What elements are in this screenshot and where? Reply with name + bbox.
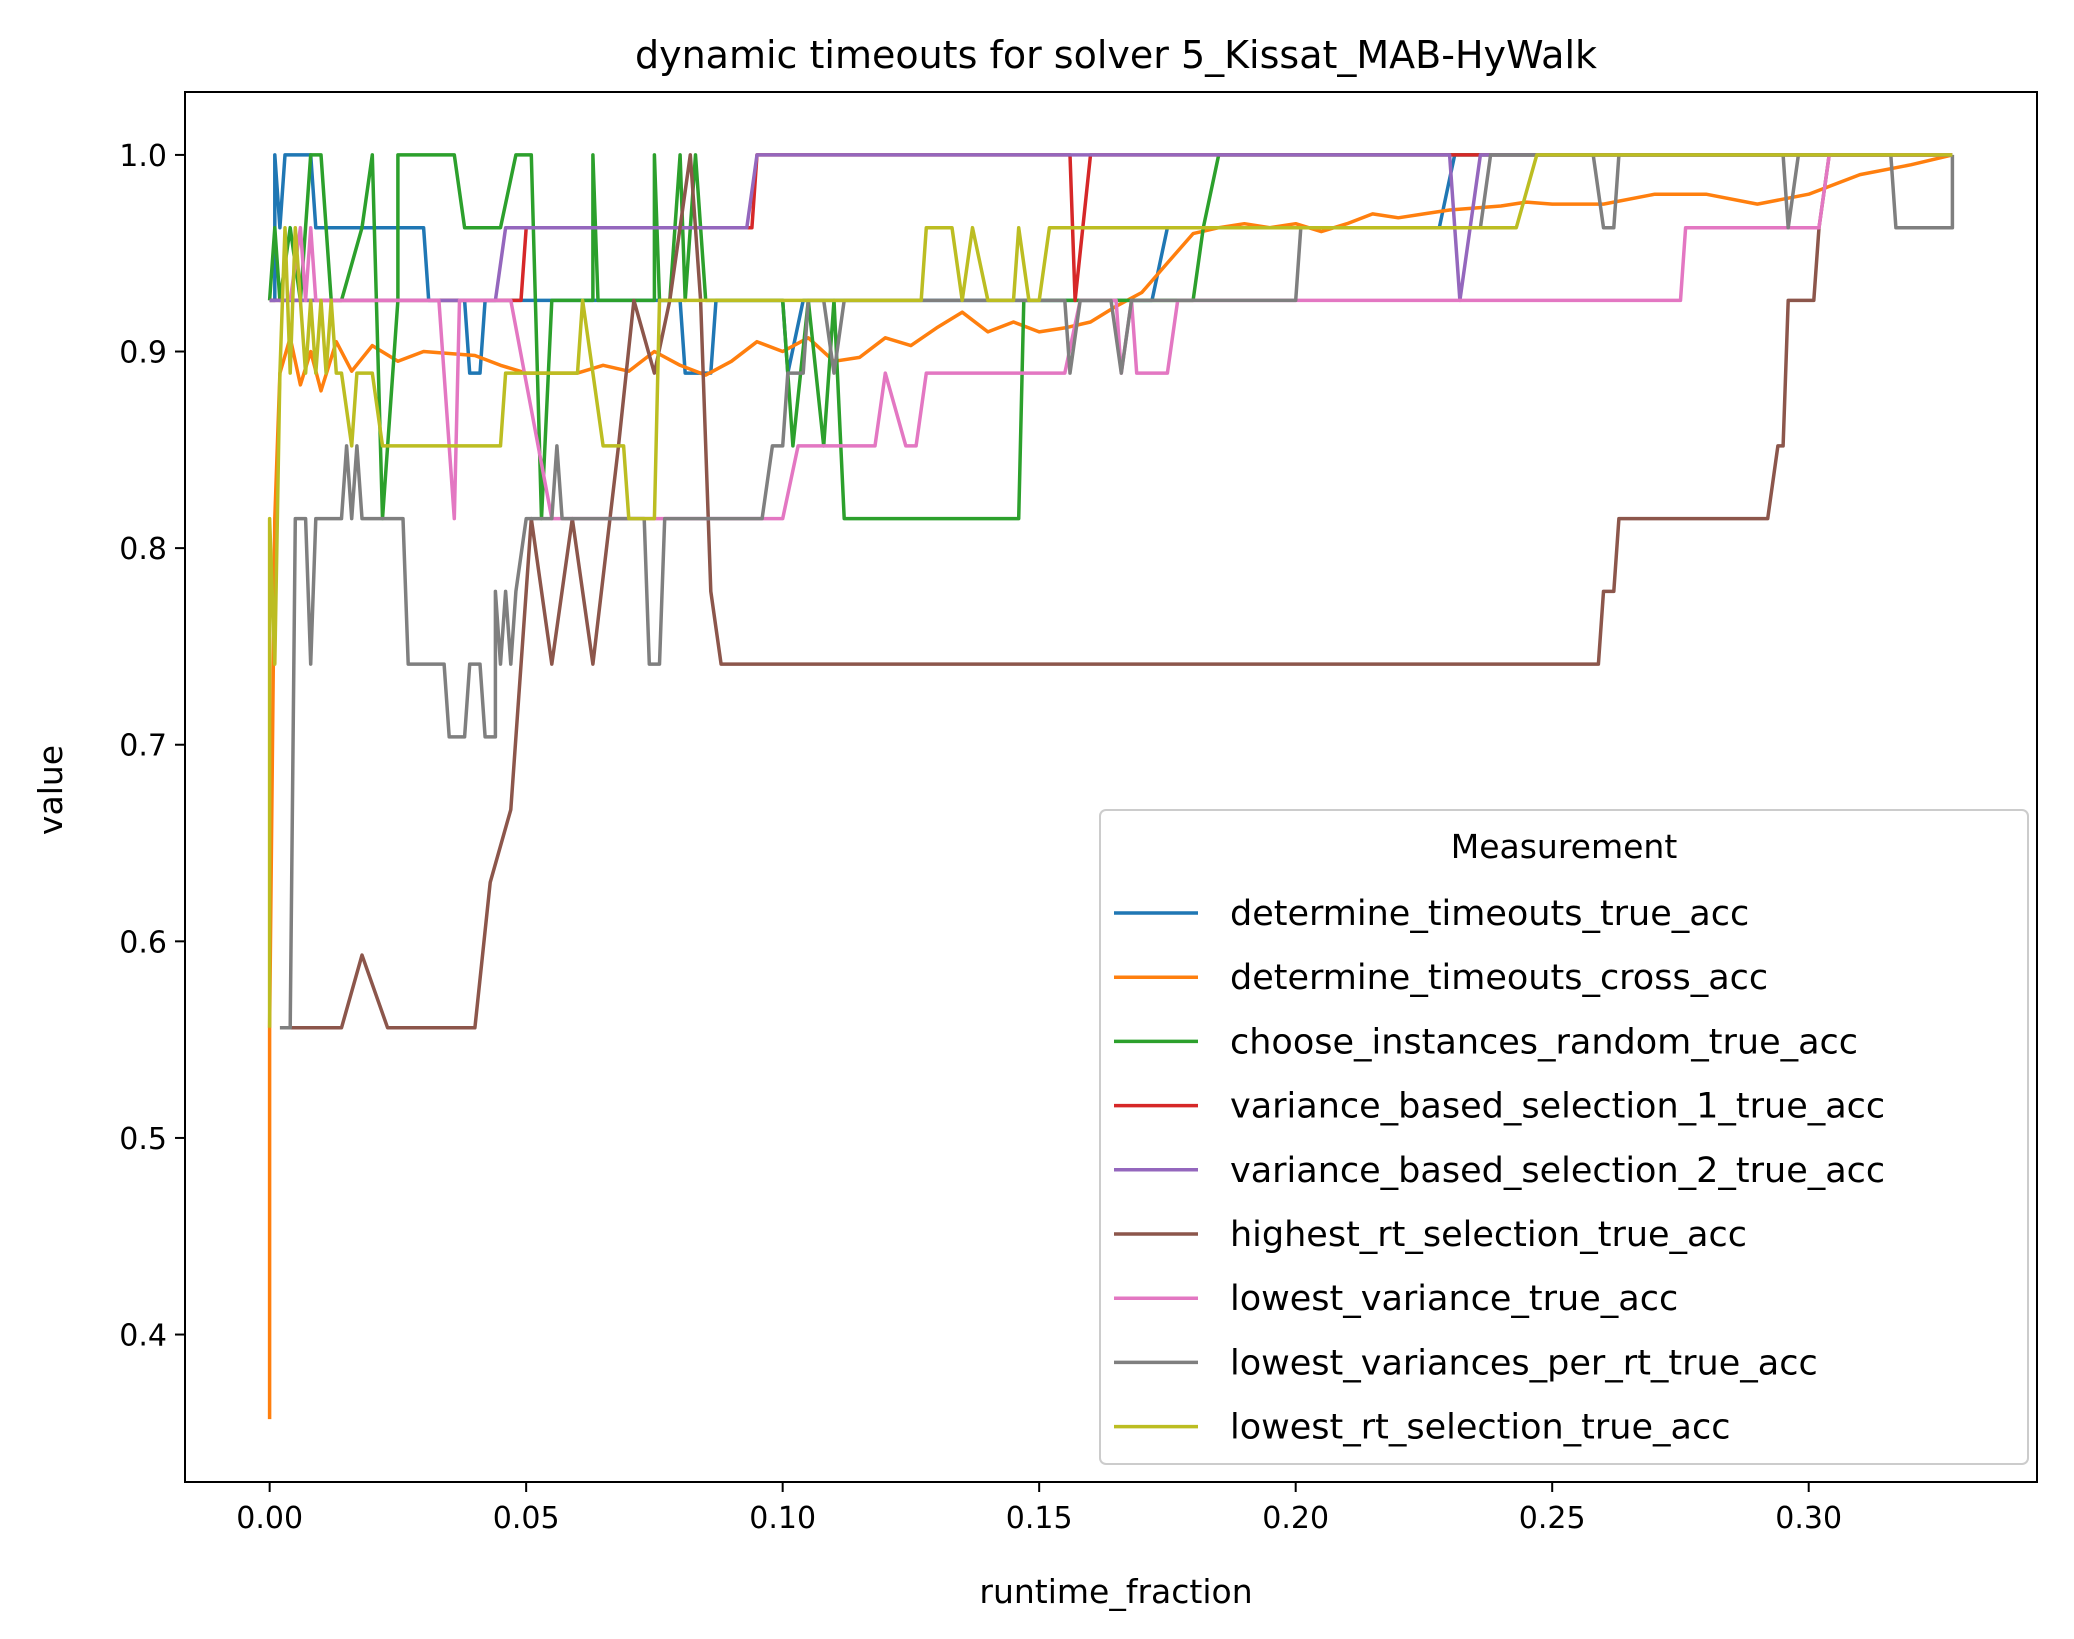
legend-entry: lowest_rt_selection_true_acc xyxy=(1114,1408,1730,1448)
y-axis-label: value xyxy=(31,745,70,835)
legend-label: variance_based_selection_2_true_acc xyxy=(1230,1151,1885,1191)
series-line-highest-rt-selection-true-acc xyxy=(285,153,1953,1030)
legend-entry: determine_timeouts_true_acc xyxy=(1114,894,1749,934)
legend-label: lowest_rt_selection_true_acc xyxy=(1230,1408,1730,1448)
legend-label: highest_rt_selection_true_acc xyxy=(1230,1215,1747,1255)
legend-label: determine_timeouts_true_acc xyxy=(1230,894,1749,934)
y-tick-label: 0.5 xyxy=(119,1122,167,1157)
legend-box xyxy=(1099,809,2029,1465)
x-tick-label: 0.25 xyxy=(1519,1501,1586,1536)
series-line-variance-based-selection-2-true-acc xyxy=(269,153,1953,303)
legend-entry: highest_rt_selection_true_acc xyxy=(1114,1215,1747,1255)
legend-entry: determine_timeouts_cross_acc xyxy=(1114,958,1768,998)
legend-label: lowest_variance_true_acc xyxy=(1230,1279,1678,1319)
legend-entry: variance_based_selection_2_true_acc xyxy=(1114,1151,1885,1191)
axes: 0.00 0.05 0.10 0.15 0.20 0.25 0.30 0.4 0.5 0.6 0.7… xyxy=(119,139,1842,1536)
chart-title: dynamic timeouts for solver 5_Kissat_MAB… xyxy=(635,33,1597,77)
x-axis-label: runtime_fraction xyxy=(979,1572,1252,1611)
x-tick-label: 0.30 xyxy=(1775,1501,1842,1536)
legend: Measurement determine_timeouts_true_accd… xyxy=(1099,809,2029,1465)
legend-entries: determine_timeouts_true_acc determine_tim… xyxy=(1114,894,1885,1448)
legend-entry: variance_based_selection_1_true_acc xyxy=(1114,1087,1885,1127)
y-tick-label: 0.6 xyxy=(119,925,167,960)
y-tick-label: 0.9 xyxy=(119,336,167,371)
legend-entry: lowest_variances_per_rt_true_acc xyxy=(1114,1343,1818,1383)
x-tick-label: 0.20 xyxy=(1262,1501,1329,1536)
legend-label: variance_based_selection_1_true_acc xyxy=(1230,1087,1885,1127)
y-tick-label: 0.8 xyxy=(119,532,167,567)
axes-frame xyxy=(184,91,2038,1483)
x-tick-label: 0.10 xyxy=(749,1501,816,1536)
legend-entry: lowest_variance_true_acc xyxy=(1114,1279,1678,1319)
x-tick-label: 0.05 xyxy=(493,1501,560,1536)
legend-label: lowest_variances_per_rt_true_acc xyxy=(1230,1343,1818,1383)
y-tick-label: 0.4 xyxy=(119,1319,167,1354)
legend-label: determine_timeouts_cross_acc xyxy=(1230,958,1768,998)
legend-entry: choose_instances_random_true_acc xyxy=(1114,1022,1858,1062)
y-tick-label: 0.7 xyxy=(119,729,167,764)
x-tick-label: 0.15 xyxy=(1006,1501,1073,1536)
series-lines xyxy=(267,153,1955,1420)
legend-title: Measurement xyxy=(1451,827,1678,866)
x-tick-label: 0.00 xyxy=(236,1501,303,1536)
y-tick-label: 1.0 xyxy=(119,139,167,174)
legend-label: choose_instances_random_true_acc xyxy=(1230,1022,1858,1062)
series-line-lowest-rt-selection-true-acc xyxy=(267,153,1953,1028)
